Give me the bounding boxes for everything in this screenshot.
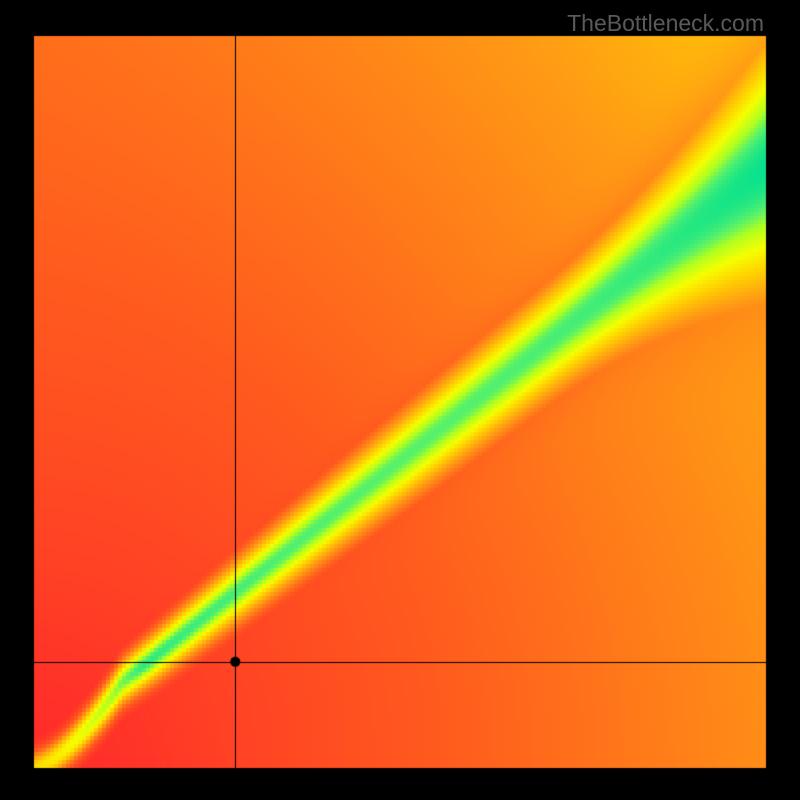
chart-container: TheBottleneck.com — [0, 0, 800, 800]
watermark-text: TheBottleneck.com — [567, 10, 764, 37]
bottleneck-heatmap — [0, 0, 800, 800]
